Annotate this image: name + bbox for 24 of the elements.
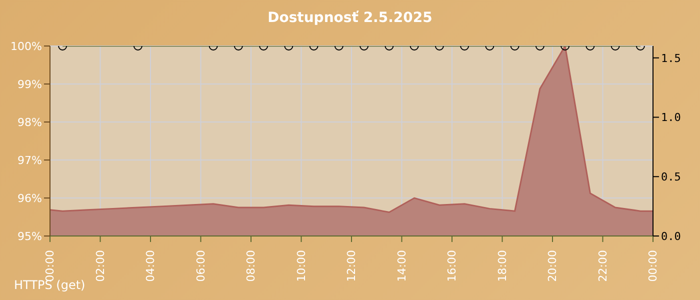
y-tick-label: 95% <box>18 230 42 243</box>
x-tick-label: 12:00 <box>345 250 358 282</box>
y2-tick-label: 0.0 <box>661 230 681 243</box>
x-tick-label: 16:00 <box>446 250 458 282</box>
x-tick-label: 02:00 <box>94 250 107 282</box>
x-tick-label: 06:00 <box>194 250 208 282</box>
y-tick-label: 100% <box>10 40 42 53</box>
x-tick-label: 04:00 <box>144 250 157 282</box>
y2-tick-label: 1.0 <box>661 111 681 124</box>
x-tick-label: 10:00 <box>294 250 308 282</box>
x-tick-label: 22:00 <box>596 250 610 282</box>
x-tick-label: 00:00 <box>44 250 56 282</box>
x-tick-label: 00:00 <box>646 250 660 282</box>
y-tick-label: 99% <box>18 78 42 91</box>
chart-title: Dostupnosť 2.5.2025 <box>266 10 434 26</box>
y-tick-label: 97% <box>18 154 42 167</box>
x-tick-label: 08:00 <box>244 250 258 282</box>
y-tick-label: 98% <box>18 116 42 129</box>
x-tick-label: 20:00 <box>546 250 559 282</box>
x-tick-label: 14:00 <box>395 250 408 282</box>
y2-tick-label: 0.5 <box>661 170 681 184</box>
y-tick-label: 96% <box>18 192 42 205</box>
x-tick-label: 18:00 <box>496 250 509 282</box>
y2-tick-label: 1.5 <box>661 52 681 65</box>
